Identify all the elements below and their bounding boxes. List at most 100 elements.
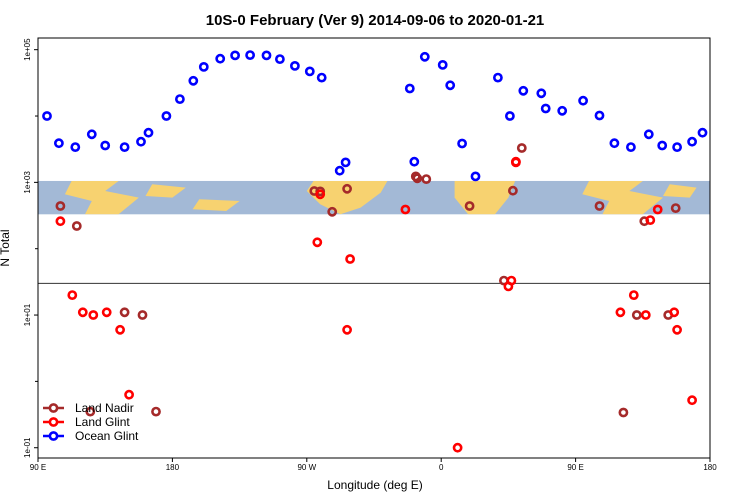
data-point xyxy=(85,406,96,417)
data-point xyxy=(643,129,654,140)
data-point xyxy=(409,156,420,167)
y-tick-label: 1e+01 xyxy=(23,303,32,326)
data-point xyxy=(631,310,642,320)
x-axis-label: Longitude (deg E) xyxy=(327,478,422,492)
x-tick-label: 90 E xyxy=(30,463,46,472)
legend-marker xyxy=(48,417,59,427)
data-point xyxy=(230,50,240,61)
data-point xyxy=(100,140,111,151)
data-point xyxy=(492,72,503,83)
data-point xyxy=(119,307,130,318)
x-tick-label: 180 xyxy=(703,463,717,472)
data-point xyxy=(506,275,517,286)
data-point xyxy=(640,310,651,320)
y-axis-label: N Total xyxy=(0,229,12,266)
data-point xyxy=(161,111,172,121)
map-land xyxy=(192,199,240,211)
data-point xyxy=(88,310,99,320)
map-land xyxy=(454,181,516,215)
data-point xyxy=(115,324,125,335)
data-point xyxy=(119,142,130,152)
data-point xyxy=(557,105,568,116)
data-point xyxy=(136,136,146,147)
data-point xyxy=(669,307,680,318)
data-point xyxy=(274,54,285,64)
data-point xyxy=(609,138,620,149)
data-point xyxy=(342,183,352,194)
data-point xyxy=(327,206,338,217)
data-point xyxy=(618,407,629,418)
data-point xyxy=(421,174,432,184)
data-point xyxy=(198,62,209,72)
data-point xyxy=(445,80,456,91)
data-point xyxy=(151,406,161,417)
data-point xyxy=(518,85,529,96)
data-point xyxy=(594,110,605,121)
data-point xyxy=(404,83,415,94)
data-point xyxy=(687,136,697,147)
data-point xyxy=(316,72,327,83)
series-land-nadir xyxy=(28,143,681,418)
data-point xyxy=(55,216,66,227)
data-point xyxy=(70,142,81,152)
x-tick-label: 180 xyxy=(166,463,180,472)
data-point xyxy=(511,156,521,167)
data-point xyxy=(86,129,97,140)
data-point xyxy=(720,97,727,104)
data-point xyxy=(28,226,35,233)
data-point xyxy=(697,127,708,138)
data-point xyxy=(42,111,52,121)
series-ocean-glint xyxy=(42,50,748,182)
legend-label: Ocean Glint xyxy=(75,429,139,443)
series-land-glint xyxy=(55,156,697,453)
data-point xyxy=(516,143,527,153)
legend-marker xyxy=(48,403,59,413)
data-point xyxy=(124,389,135,400)
data-point xyxy=(594,201,605,211)
data-point xyxy=(215,53,226,64)
y-tick-label: 1e-01 xyxy=(23,437,32,458)
y-axis: 1e-01 1e+01 1e+03 1e+05 xyxy=(23,38,38,458)
data-point xyxy=(342,324,352,335)
data-point xyxy=(67,290,78,300)
data-point xyxy=(464,201,475,211)
data-point xyxy=(334,165,345,176)
data-point xyxy=(245,50,255,60)
data-point xyxy=(687,395,697,406)
data-point xyxy=(55,201,66,211)
data-point xyxy=(741,91,748,98)
data-point xyxy=(101,307,112,318)
data-point xyxy=(672,142,682,152)
data-point xyxy=(188,75,199,86)
legend-label: Land Glint xyxy=(75,415,130,429)
map-land xyxy=(64,181,139,215)
data-point xyxy=(54,138,64,149)
plot-frame xyxy=(37,37,711,459)
world-map-band xyxy=(38,180,710,215)
data-point xyxy=(578,95,588,106)
data-point xyxy=(77,307,88,318)
x-tick-label: 90 E xyxy=(567,463,583,472)
data-point xyxy=(645,215,656,225)
legend-label: Land Nadir xyxy=(75,401,134,415)
data-point xyxy=(289,61,300,71)
data-point xyxy=(345,254,355,264)
data-point xyxy=(452,442,463,453)
data-point xyxy=(652,204,663,215)
data-point xyxy=(508,185,518,196)
data-point xyxy=(615,307,626,318)
data-point xyxy=(71,221,82,231)
y-tick-label: 1e+03 xyxy=(23,171,32,194)
x-axis: 90 E 180 90 W 0 90 E 180 xyxy=(30,458,717,472)
data-point xyxy=(657,140,668,151)
data-point xyxy=(457,138,467,149)
x-tick-label: 90 W xyxy=(297,463,316,472)
data-point xyxy=(672,324,682,335)
map-land xyxy=(306,181,388,215)
data-points xyxy=(28,50,748,453)
y-tick-label: 1e+05 xyxy=(23,38,32,61)
data-point xyxy=(400,204,411,215)
data-point xyxy=(712,112,719,119)
data-point xyxy=(419,51,430,62)
